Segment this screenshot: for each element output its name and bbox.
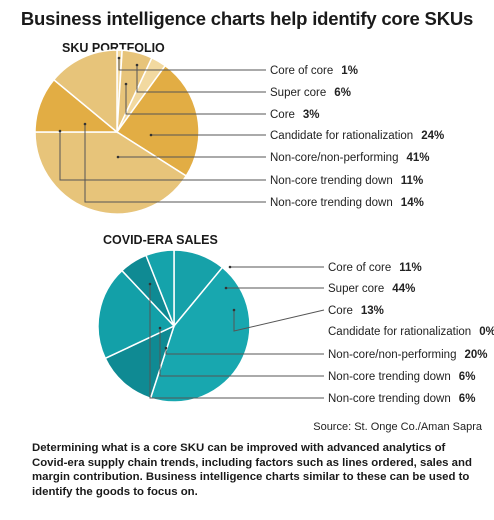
category-label: Non-core trending down	[270, 197, 393, 209]
value-label: 44%	[392, 283, 415, 295]
value-label: 41%	[407, 152, 430, 164]
source-note: Source: St. Onge Co./Aman Sapra	[313, 421, 482, 433]
value-label: 0%	[479, 326, 494, 338]
leader-line	[59, 131, 266, 181]
category-label: Non-core trending down	[270, 175, 393, 187]
category-label: Candidate for rationalization	[270, 130, 413, 142]
leader-dot	[232, 308, 236, 312]
value-label: 11%	[399, 262, 421, 274]
leader-dot	[158, 326, 162, 330]
leader-dot	[135, 63, 139, 67]
category-label: Non-core trending down	[328, 393, 451, 405]
pie-slice	[97, 269, 176, 360]
pie-slice	[52, 49, 118, 134]
category-label: Core of core	[328, 262, 391, 274]
value-label: 3%	[303, 109, 320, 121]
value-label: 11%	[401, 175, 423, 187]
leader-dot	[58, 129, 62, 133]
infographic-title: Business intelligence charts help identi…	[20, 8, 474, 29]
pie-slice	[104, 324, 176, 400]
value-label: 6%	[459, 371, 476, 383]
covid-sales-pie	[97, 249, 251, 403]
value-label: 6%	[334, 87, 351, 99]
sku-portfolio-labels: Core of core 1% Super core 6% Core 3% Candidat…	[270, 65, 444, 209]
value-label: 20%	[465, 349, 488, 361]
pie-slice	[115, 64, 200, 177]
leader-dot	[83, 122, 87, 126]
value-label: 14%	[401, 197, 424, 209]
leader-dot	[124, 82, 128, 86]
value-label: 1%	[341, 65, 358, 77]
sku-portfolio-leaders	[58, 56, 266, 203]
value-label: 13%	[361, 305, 384, 317]
leader-line	[233, 309, 325, 332]
leader-dot	[116, 155, 120, 159]
category-label: Core	[328, 305, 353, 317]
leader-dot	[164, 346, 168, 350]
chart-2-title: COVID-ERA SALES	[103, 233, 218, 247]
value-label: 24%	[421, 130, 444, 142]
category-label: Non-core/non-performing	[270, 152, 398, 164]
leader-dot	[149, 133, 153, 137]
category-label: Super core	[328, 283, 384, 295]
sku-portfolio-pie	[34, 49, 200, 215]
category-label: Core	[270, 109, 295, 121]
leader-line	[118, 58, 266, 71]
covid-sales-leaders	[148, 265, 325, 399]
category-label: Super core	[270, 87, 326, 99]
caption-text: Determining what is a core SKU can be im…	[32, 442, 472, 498]
leader-dot	[148, 282, 152, 286]
covid-sales-labels: Core of core 11% Super core 44% Core 13% Candi…	[328, 262, 494, 405]
pie-slice	[34, 131, 188, 215]
value-label: 6%	[459, 393, 476, 405]
leader-dot	[228, 265, 232, 269]
category-label: Core of core	[270, 65, 333, 77]
leader-dot	[117, 56, 121, 60]
leader-line	[84, 124, 266, 203]
leader-line	[149, 284, 324, 399]
leader-line	[165, 348, 324, 355]
leader-line	[125, 84, 266, 115]
category-label: Non-core trending down	[328, 371, 451, 383]
leader-line	[159, 328, 324, 377]
category-label: Non-core/non-performing	[328, 349, 456, 361]
pie-slice	[145, 249, 175, 327]
leader-dot	[224, 286, 228, 290]
pie-slice	[149, 266, 251, 403]
category-label: Candidate for rationalization	[328, 326, 471, 338]
chart-1-title: SKU PORTFOLIO	[62, 41, 165, 55]
leader-line	[136, 65, 266, 93]
